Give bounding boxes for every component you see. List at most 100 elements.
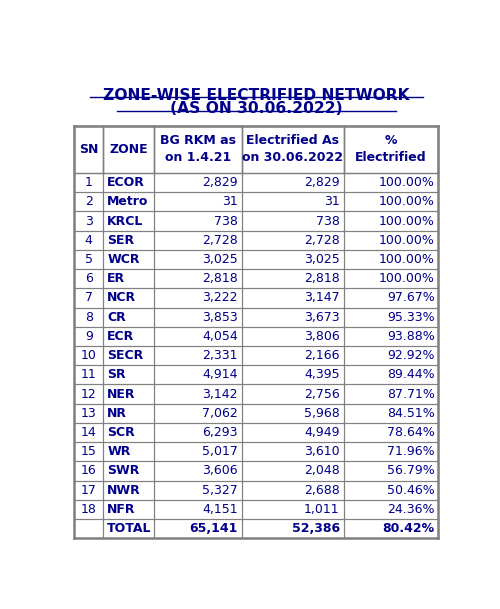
Text: 5,968: 5,968 bbox=[304, 407, 340, 420]
Text: 3,025: 3,025 bbox=[202, 253, 238, 266]
Text: 3,673: 3,673 bbox=[304, 311, 340, 324]
Text: NCR: NCR bbox=[107, 292, 136, 304]
Text: 9: 9 bbox=[85, 330, 92, 343]
Text: 100.00%: 100.00% bbox=[378, 253, 434, 266]
Text: 80.42%: 80.42% bbox=[382, 522, 434, 535]
Text: ZONE-WISE ELECTRIFIED NETWORK: ZONE-WISE ELECTRIFIED NETWORK bbox=[103, 88, 410, 103]
Text: SCR: SCR bbox=[107, 426, 135, 439]
Text: Metro: Metro bbox=[107, 195, 148, 208]
Text: 2,818: 2,818 bbox=[304, 272, 340, 285]
Text: 5,327: 5,327 bbox=[202, 484, 238, 497]
Text: 4,054: 4,054 bbox=[202, 330, 238, 343]
Text: 84.51%: 84.51% bbox=[387, 407, 434, 420]
Text: ZONE: ZONE bbox=[110, 143, 148, 156]
Text: WCR: WCR bbox=[107, 253, 140, 266]
Text: 3,606: 3,606 bbox=[202, 465, 238, 477]
Text: 89.44%: 89.44% bbox=[387, 368, 434, 381]
Text: 10: 10 bbox=[81, 349, 96, 362]
Text: (AS ON 30.06.2022): (AS ON 30.06.2022) bbox=[170, 101, 342, 116]
Text: 2,688: 2,688 bbox=[304, 484, 340, 497]
Text: 95.33%: 95.33% bbox=[387, 311, 434, 324]
Text: 8: 8 bbox=[84, 311, 92, 324]
Text: 24.36%: 24.36% bbox=[387, 503, 434, 516]
Text: 738: 738 bbox=[316, 214, 340, 228]
Text: 12: 12 bbox=[81, 387, 96, 401]
Text: 4,395: 4,395 bbox=[304, 368, 340, 381]
Text: 78.64%: 78.64% bbox=[387, 426, 434, 439]
Text: SECR: SECR bbox=[107, 349, 144, 362]
Text: 3: 3 bbox=[85, 214, 92, 228]
Text: KRCL: KRCL bbox=[107, 214, 144, 228]
Text: 738: 738 bbox=[214, 214, 238, 228]
Text: ECOR: ECOR bbox=[107, 176, 145, 189]
Text: 11: 11 bbox=[81, 368, 96, 381]
Text: 2,166: 2,166 bbox=[304, 349, 340, 362]
Text: 2,818: 2,818 bbox=[202, 272, 238, 285]
Text: SWR: SWR bbox=[107, 465, 140, 477]
Text: 1: 1 bbox=[85, 176, 92, 189]
Text: 4,151: 4,151 bbox=[202, 503, 238, 516]
Text: 13: 13 bbox=[81, 407, 96, 420]
Text: 100.00%: 100.00% bbox=[378, 272, 434, 285]
Text: 52,386: 52,386 bbox=[292, 522, 340, 535]
Text: 7,062: 7,062 bbox=[202, 407, 238, 420]
Text: 16: 16 bbox=[81, 465, 96, 477]
Text: 97.67%: 97.67% bbox=[387, 292, 434, 304]
Text: 92.92%: 92.92% bbox=[387, 349, 434, 362]
Text: 71.96%: 71.96% bbox=[387, 445, 434, 458]
Text: 18: 18 bbox=[81, 503, 96, 516]
Text: 3,147: 3,147 bbox=[304, 292, 340, 304]
Text: 4: 4 bbox=[85, 234, 92, 247]
Text: 100.00%: 100.00% bbox=[378, 234, 434, 247]
Text: 2,829: 2,829 bbox=[202, 176, 238, 189]
Text: 3,853: 3,853 bbox=[202, 311, 238, 324]
Text: 2,756: 2,756 bbox=[304, 387, 340, 401]
Text: 3,142: 3,142 bbox=[202, 387, 238, 401]
Text: 93.88%: 93.88% bbox=[387, 330, 434, 343]
Text: SER: SER bbox=[107, 234, 134, 247]
Text: 100.00%: 100.00% bbox=[378, 195, 434, 208]
Text: 14: 14 bbox=[81, 426, 96, 439]
Text: 100.00%: 100.00% bbox=[378, 214, 434, 228]
Text: 4,949: 4,949 bbox=[304, 426, 340, 439]
Text: ER: ER bbox=[107, 272, 126, 285]
Text: TOTAL: TOTAL bbox=[107, 522, 152, 535]
Text: NWR: NWR bbox=[107, 484, 141, 497]
Text: WR: WR bbox=[107, 445, 130, 458]
Text: 31: 31 bbox=[324, 195, 340, 208]
Text: 31: 31 bbox=[222, 195, 238, 208]
Text: 65,141: 65,141 bbox=[190, 522, 238, 535]
Text: 4,914: 4,914 bbox=[202, 368, 238, 381]
Text: %
Electrified: % Electrified bbox=[355, 135, 427, 164]
Text: Electrified As
on 30.06.2022: Electrified As on 30.06.2022 bbox=[242, 135, 343, 164]
Text: 6: 6 bbox=[85, 272, 92, 285]
Text: SN: SN bbox=[79, 143, 98, 156]
Text: 3,610: 3,610 bbox=[304, 445, 340, 458]
Text: 2,728: 2,728 bbox=[304, 234, 340, 247]
Text: 3,222: 3,222 bbox=[202, 292, 238, 304]
Text: 3,806: 3,806 bbox=[304, 330, 340, 343]
Text: NER: NER bbox=[107, 387, 136, 401]
Text: NFR: NFR bbox=[107, 503, 136, 516]
Text: 50.46%: 50.46% bbox=[387, 484, 434, 497]
Text: 100.00%: 100.00% bbox=[378, 176, 434, 189]
Text: 1,011: 1,011 bbox=[304, 503, 340, 516]
Text: 2,728: 2,728 bbox=[202, 234, 238, 247]
Text: 2,829: 2,829 bbox=[304, 176, 340, 189]
Text: 2: 2 bbox=[85, 195, 92, 208]
Text: BG RKM as
on 1.4.21: BG RKM as on 1.4.21 bbox=[160, 135, 236, 164]
Text: SR: SR bbox=[107, 368, 126, 381]
Text: 3,025: 3,025 bbox=[304, 253, 340, 266]
Text: 17: 17 bbox=[81, 484, 96, 497]
Text: 5,017: 5,017 bbox=[202, 445, 238, 458]
Text: 2,048: 2,048 bbox=[304, 465, 340, 477]
Text: 5: 5 bbox=[84, 253, 92, 266]
Text: CR: CR bbox=[107, 311, 126, 324]
Text: 56.79%: 56.79% bbox=[387, 465, 434, 477]
Text: 6,293: 6,293 bbox=[202, 426, 238, 439]
Text: NR: NR bbox=[107, 407, 127, 420]
Text: 15: 15 bbox=[81, 445, 96, 458]
Text: ECR: ECR bbox=[107, 330, 134, 343]
Text: 7: 7 bbox=[84, 292, 92, 304]
Text: 87.71%: 87.71% bbox=[386, 387, 434, 401]
